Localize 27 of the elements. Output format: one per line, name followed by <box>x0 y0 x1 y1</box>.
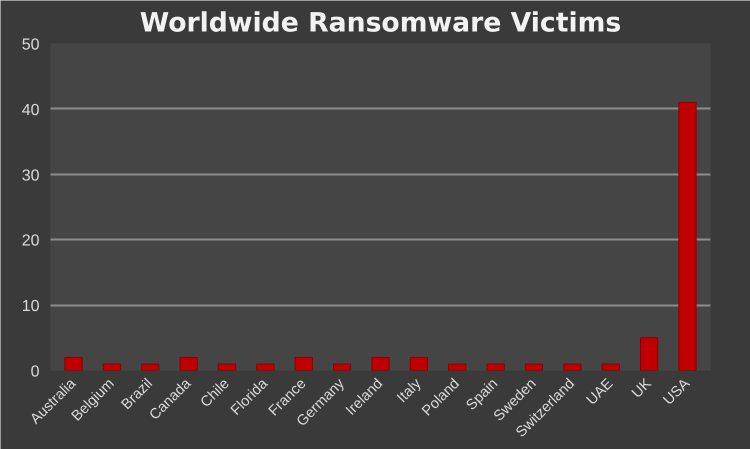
bar <box>102 363 122 370</box>
bar <box>563 363 582 370</box>
y-tick-label: 20 <box>22 232 40 250</box>
bar <box>448 363 466 370</box>
y-tick-label: 30 <box>22 167 40 184</box>
bar <box>332 363 352 370</box>
bar <box>371 356 390 370</box>
y-tick-label: 10 <box>22 298 40 316</box>
bar <box>218 363 236 370</box>
bar <box>486 363 505 370</box>
y-tick-label: 40 <box>22 102 40 119</box>
x-tick-label: UK <box>629 376 655 402</box>
bar <box>64 356 83 370</box>
x-tick-label: Italy <box>394 375 426 406</box>
bar <box>410 356 428 370</box>
y-tick-label: 50 <box>22 36 40 54</box>
bar <box>180 356 198 370</box>
x-tick-label: USA <box>660 376 694 408</box>
bar <box>524 363 544 370</box>
bar <box>294 356 313 370</box>
chart-title: Worldwide Ransomware Victims <box>140 8 622 38</box>
y-tick-label: 0 <box>30 364 40 380</box>
bar <box>256 363 275 370</box>
bar <box>602 363 620 370</box>
bar <box>141 363 160 370</box>
bar <box>640 337 658 370</box>
bar <box>678 102 697 370</box>
